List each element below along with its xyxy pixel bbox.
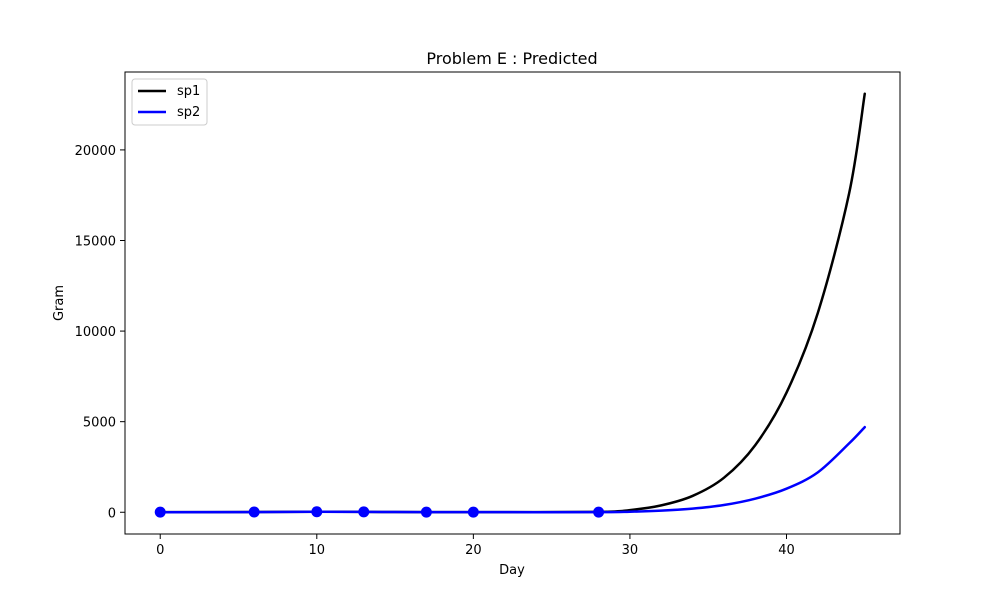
y-axis: 0 5000 10000 15000 20000	[75, 144, 125, 521]
legend-label-sp2: sp2	[177, 105, 200, 120]
x-tick-label: 40	[778, 543, 795, 558]
legend: sp1 sp2	[131, 78, 208, 126]
x-tick-label: 30	[622, 543, 639, 558]
plot-frame	[124, 71, 901, 535]
x-tick-label: 20	[465, 543, 482, 558]
data-point	[311, 506, 323, 518]
legend-label-sp1: sp1	[177, 84, 200, 99]
y-tick-label: 0	[108, 506, 116, 521]
observed-points-layer	[154, 506, 605, 518]
x-axis: 0 10 20 30 40	[156, 534, 795, 558]
y-tick-label: 5000	[83, 416, 116, 431]
chart-title: Problem E : Predicted	[426, 49, 597, 68]
y-tick-label: 15000	[75, 234, 116, 249]
series-line-sp2	[158, 425, 867, 514]
data-point	[154, 506, 166, 518]
data-point	[420, 506, 432, 518]
data-point	[593, 506, 605, 518]
x-tick-label: 10	[309, 543, 326, 558]
y-tick-label: 20000	[75, 144, 116, 159]
data-point	[358, 506, 370, 518]
series-layer	[158, 92, 867, 514]
y-axis-label: Gram	[52, 285, 67, 321]
x-axis-label: Day	[499, 563, 525, 578]
y-tick-label: 10000	[75, 325, 116, 340]
data-point	[467, 506, 479, 518]
plot-area	[125, 72, 900, 534]
x-tick-label: 0	[156, 543, 164, 558]
data-point	[248, 506, 260, 518]
